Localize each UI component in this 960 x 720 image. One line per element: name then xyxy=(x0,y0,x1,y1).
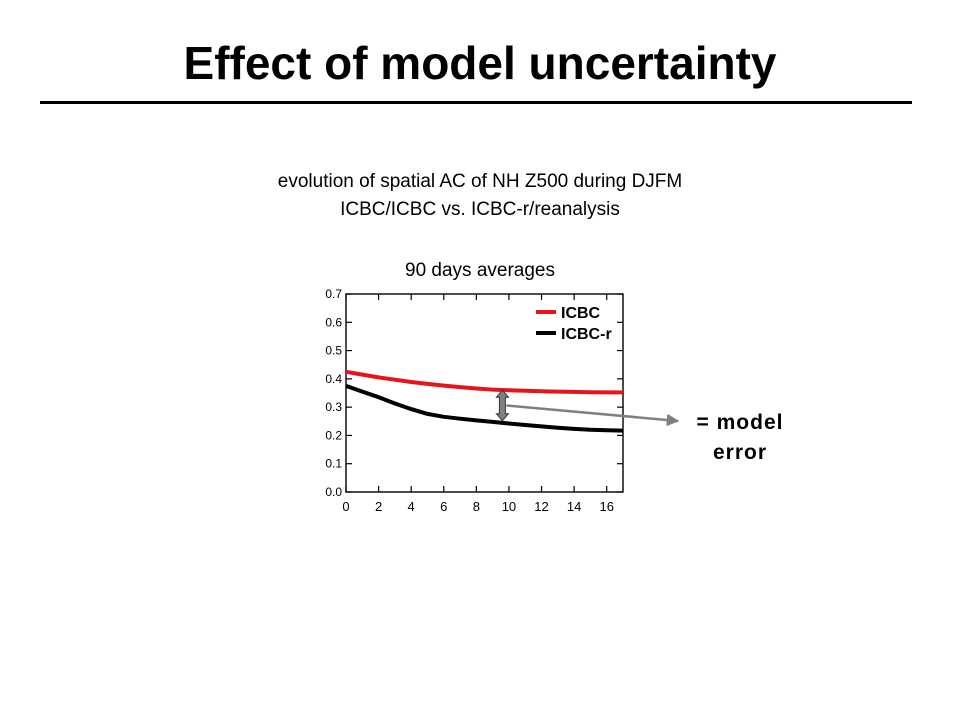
annotation-line-1: = model xyxy=(696,411,784,434)
y-tick-label: 0.1 xyxy=(325,457,342,471)
x-tick-label: 10 xyxy=(502,499,516,514)
series-line-icbc-r xyxy=(345,384,624,433)
annotation-pointer-arrow xyxy=(506,404,680,427)
y-tick-label: 0.3 xyxy=(325,400,342,414)
y-tick-label: 0.4 xyxy=(325,372,342,386)
x-tick-label: 12 xyxy=(534,499,548,514)
x-tick-label: 4 xyxy=(408,499,415,514)
x-tick-label: 14 xyxy=(567,499,581,514)
page-title: Effect of model uncertainty xyxy=(183,37,777,89)
y-tick-label: 0.6 xyxy=(325,315,342,329)
x-tick-label: 6 xyxy=(440,499,447,514)
x-tick-label: 0 xyxy=(342,499,349,514)
legend-label: ICBC-r xyxy=(561,326,612,343)
x-tick-label: 16 xyxy=(599,499,613,514)
chart-title: 90 days averages xyxy=(405,260,555,281)
model-error-double-arrow xyxy=(495,389,510,422)
x-tick-label: 2 xyxy=(375,499,382,514)
legend-label: ICBC xyxy=(561,305,601,322)
series-line-icbc xyxy=(345,369,623,395)
y-tick-label: 0.2 xyxy=(325,428,342,442)
x-tick-label: 8 xyxy=(473,499,480,514)
subtitle-line-1: evolution of spatial AC of NH Z500 durin… xyxy=(277,171,683,192)
model-error-annotation: = model error xyxy=(640,408,840,468)
title-divider xyxy=(40,101,912,104)
annotation-line-2: error xyxy=(712,441,768,464)
subtitle-line-2: ICBC/ICBC vs. ICBC-r/reanalysis xyxy=(340,199,620,220)
y-tick-label: 0.5 xyxy=(325,344,342,358)
y-tick-label: 0.7 xyxy=(325,287,342,301)
y-tick-label: 0.0 xyxy=(325,485,342,499)
